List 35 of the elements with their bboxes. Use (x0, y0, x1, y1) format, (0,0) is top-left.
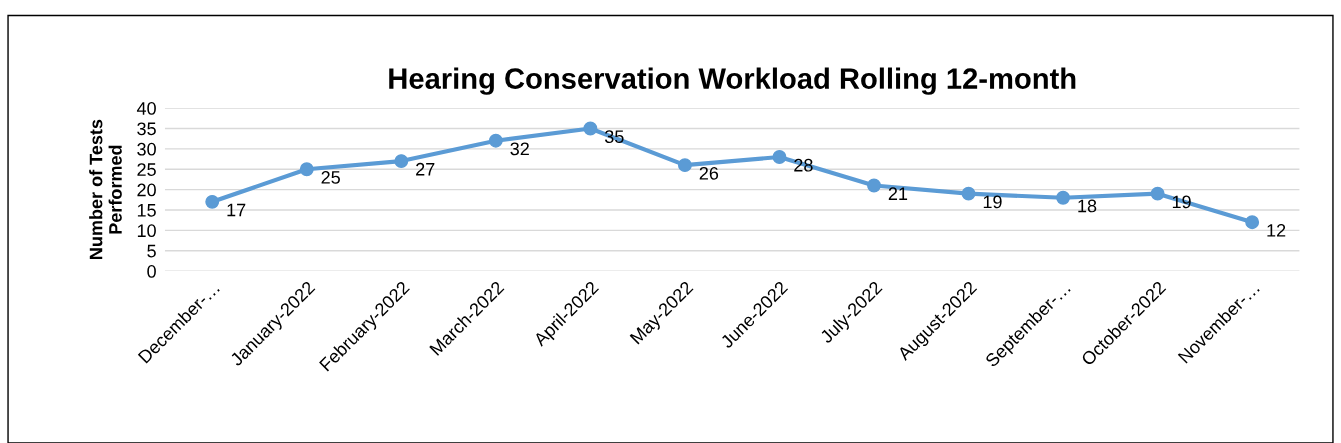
data-label: 35 (604, 130, 624, 144)
point (867, 178, 881, 193)
y-tick-label: 5 (147, 244, 156, 258)
data-label: 19 (983, 195, 1002, 209)
data-label: 21 (888, 187, 908, 200)
y-tick-label: 20 (137, 183, 156, 197)
y-axis-title: Number of Tests Performed (89, 119, 122, 259)
point (1245, 215, 1260, 230)
y-tick-label: 15 (137, 204, 156, 217)
chart-title: Hearing Conservation Workload Rolling 12-month (389, 67, 1076, 95)
point (677, 158, 692, 173)
data-label: 26 (699, 166, 719, 180)
y-tick-label: 40 (136, 102, 156, 115)
data-label: 32 (510, 142, 529, 156)
data-label: 17 (227, 203, 246, 217)
point (205, 194, 220, 209)
point (1150, 186, 1165, 201)
point (488, 133, 503, 148)
data-label: 28 (794, 158, 813, 172)
point (299, 162, 314, 177)
y-tick-label: 35 (137, 122, 156, 136)
data-label: 25 (321, 171, 340, 184)
data-label: 18 (1078, 199, 1097, 213)
y-tick-label: 0 (147, 265, 156, 278)
point (772, 150, 787, 164)
data-label: 12 (1267, 223, 1286, 237)
point (394, 154, 409, 169)
y-tick-label: 25 (137, 163, 156, 176)
point (961, 186, 976, 201)
data-label: 19 (1172, 195, 1191, 209)
y-tick-label: 10 (137, 224, 156, 238)
point (1056, 190, 1071, 205)
data-label: 27 (416, 162, 435, 176)
point (583, 121, 598, 136)
y-tick-label: 30 (137, 142, 156, 156)
